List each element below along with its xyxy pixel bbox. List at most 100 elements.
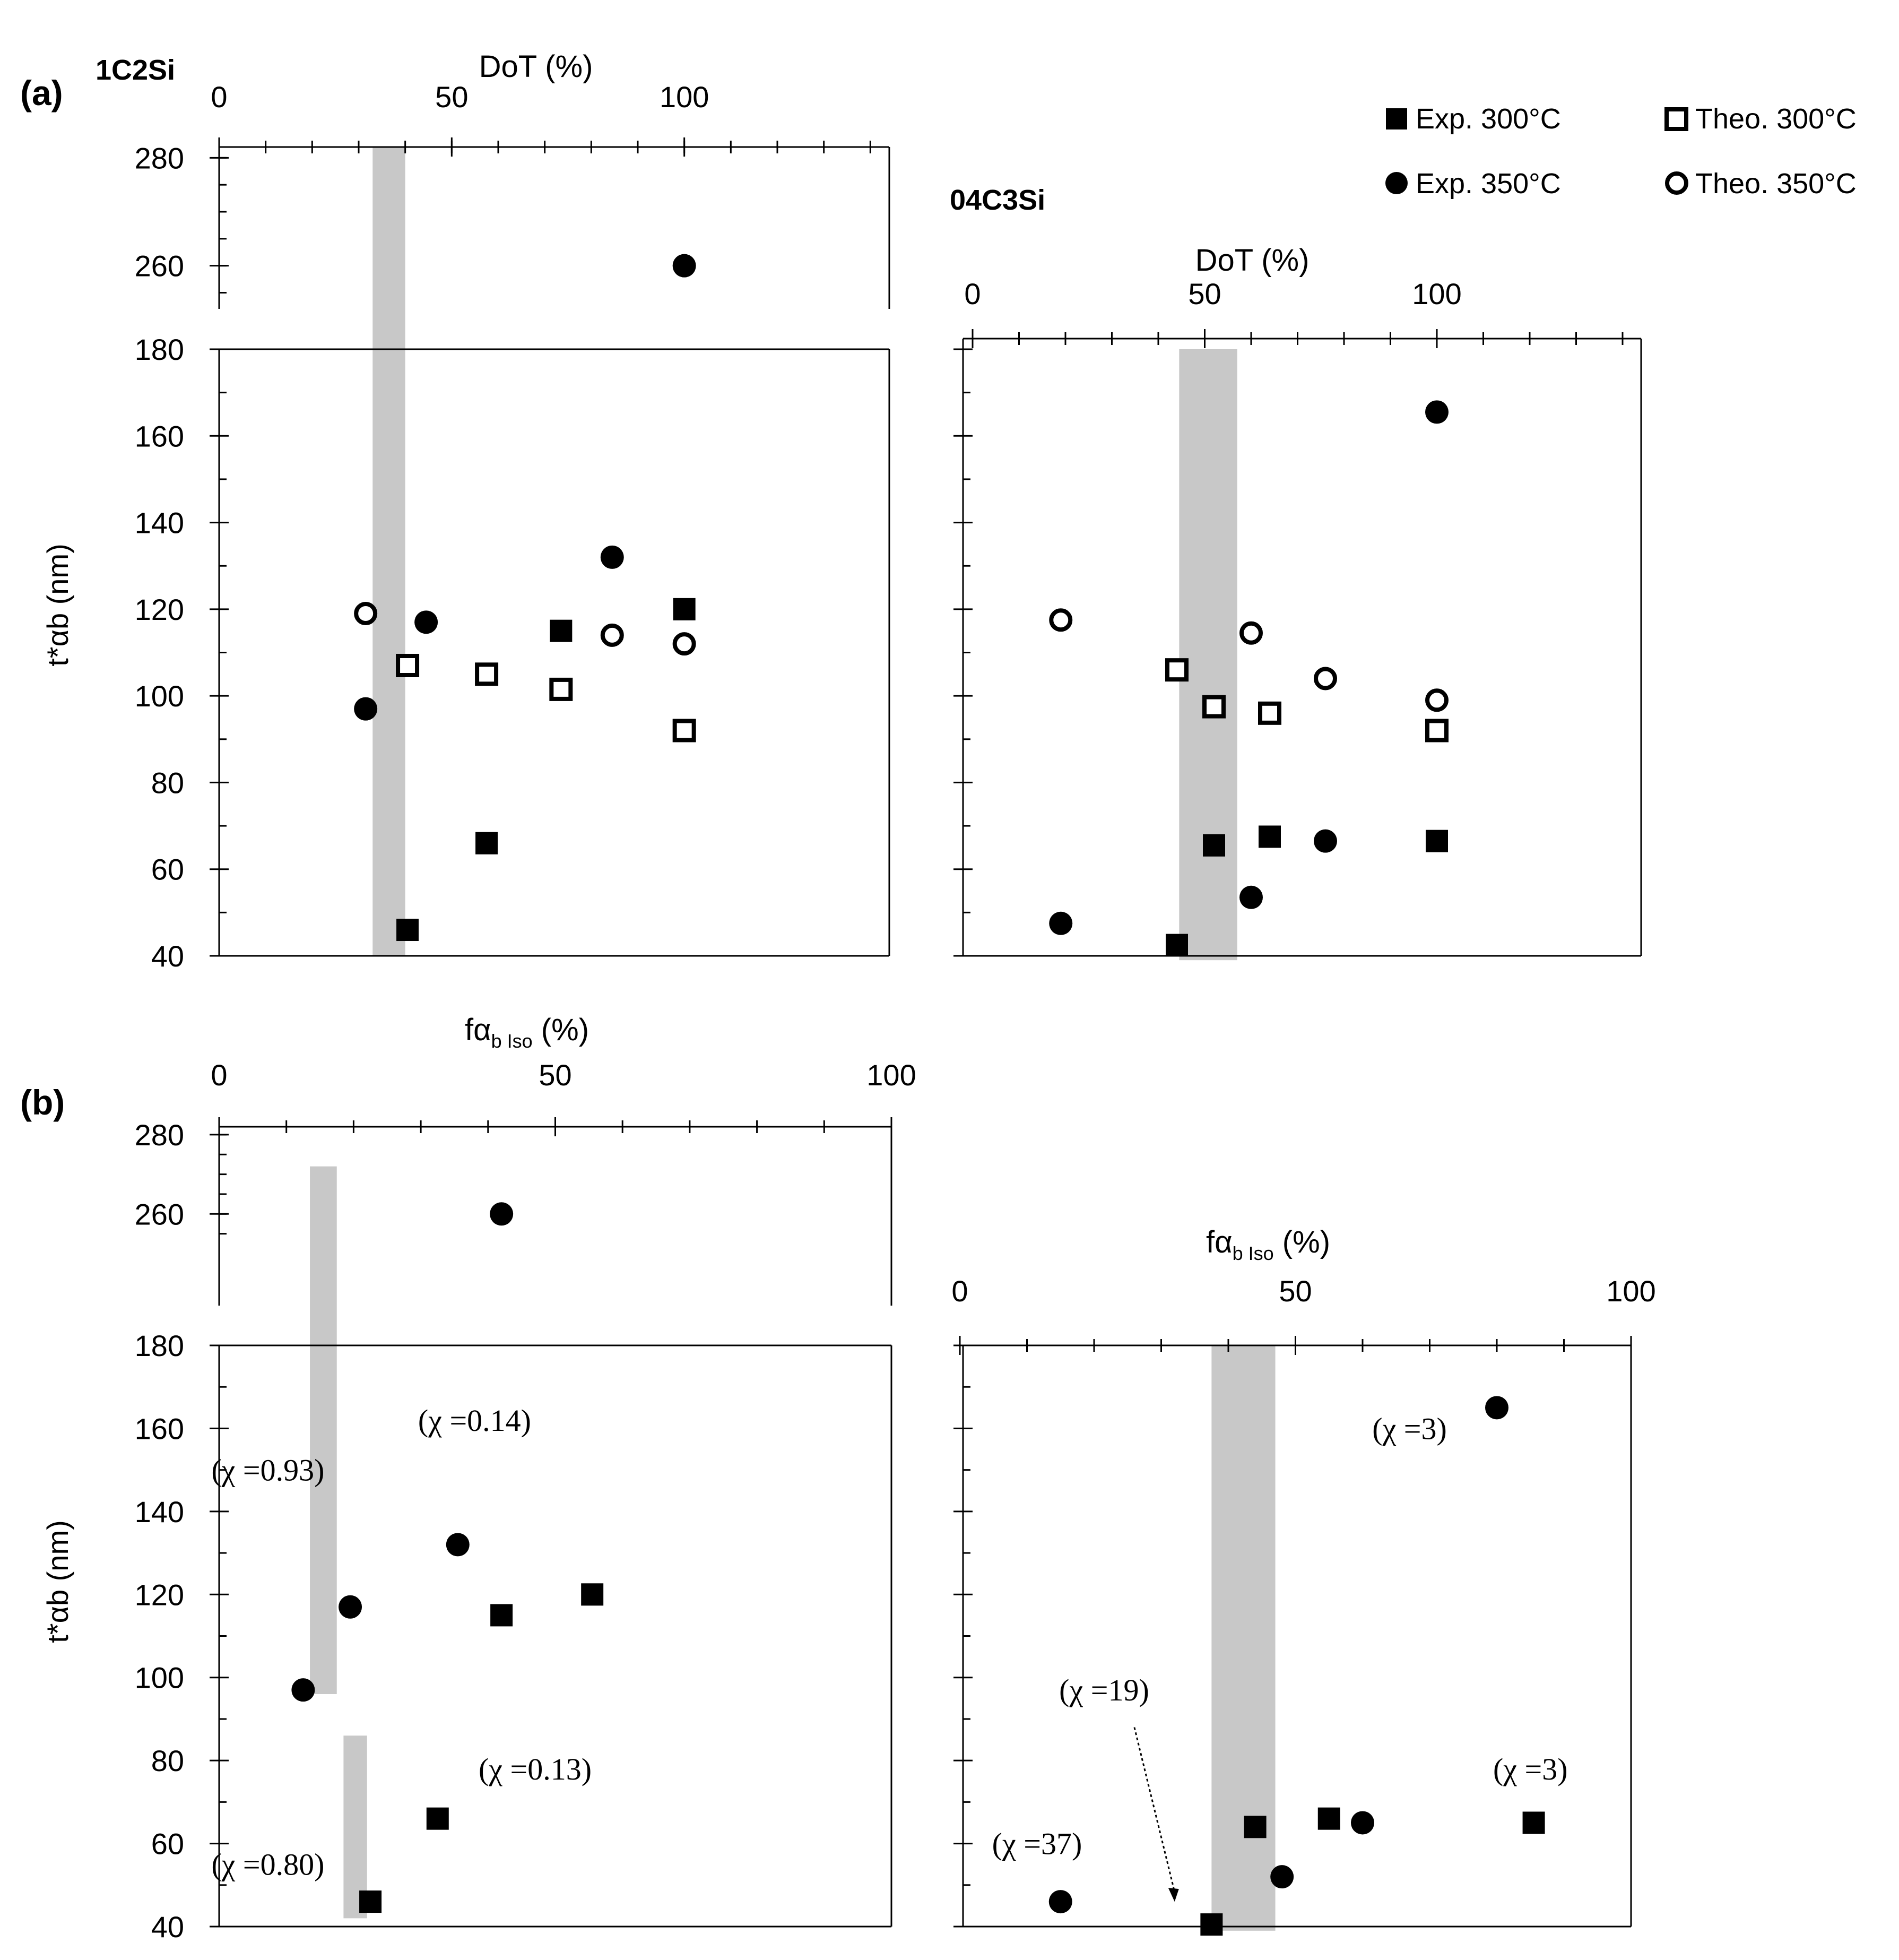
x-tick-label: 50 xyxy=(539,1058,571,1092)
data-point-exp-300 xyxy=(475,832,498,854)
x-tick-label: 0 xyxy=(964,277,981,310)
data-point-exp-350 xyxy=(1239,885,1263,909)
chi-annotation: (χ =37) xyxy=(992,1827,1082,1861)
highlight-band xyxy=(343,1735,367,1919)
data-point-theo-350 xyxy=(1239,621,1263,645)
chart-b-1c2si: 0 50 100 fαb Iso (%) 260 280 40 60 80 100 120 140 16… xyxy=(135,1013,916,1944)
data-point-exp-350 xyxy=(446,1533,470,1557)
data-point-exp-300 xyxy=(426,1807,449,1830)
y-tick-label: 120 xyxy=(135,593,184,626)
data-point-exp-350 xyxy=(672,254,696,278)
x-axis-title: DoT (%) xyxy=(479,49,593,84)
legend-marker-theo-300 xyxy=(1664,107,1688,131)
data-point-theo-300 xyxy=(1202,695,1226,719)
x-tick-label: 100 xyxy=(866,1058,916,1092)
data-point-exp-300 xyxy=(1203,834,1225,857)
sample-label-04c3si: 04C3Si xyxy=(950,184,1045,216)
x-tick-label: 50 xyxy=(1188,277,1221,310)
data-point-exp-350 xyxy=(490,1202,514,1226)
chi-annotation: (χ =19) xyxy=(1059,1673,1149,1707)
data-point-exp-350 xyxy=(1048,1890,1072,1914)
data-point-theo-300 xyxy=(672,719,696,742)
chi-annotation: (χ =3) xyxy=(1493,1752,1568,1786)
data-point-exp-350 xyxy=(1351,1811,1374,1835)
data-point-theo-350 xyxy=(600,623,624,647)
legend-marker-theo-350 xyxy=(1665,171,1688,195)
y-tick-label: 280 xyxy=(135,1118,184,1152)
chi-annotation: (χ =0.14) xyxy=(418,1403,531,1438)
chart-a-04c3si: 0 50 100 DoT (%) xyxy=(953,243,1642,961)
data-point-exp-300 xyxy=(1259,825,1281,848)
data-point-exp-300 xyxy=(581,1583,604,1606)
y-tick-label: 40 xyxy=(151,1910,184,1944)
data-point-exp-300 xyxy=(1426,830,1448,852)
chart-b-04c3si: 0 50 100 fαb Iso (%) (χ =3) (χ =19) (χ =3) (χ =… xyxy=(951,1225,1656,1936)
data-point-theo-350 xyxy=(672,632,696,656)
data-point-exp-300 xyxy=(1317,1807,1340,1830)
data-point-theo-300 xyxy=(549,677,573,701)
y-axis-title-b: t*αb (nm) xyxy=(41,1520,74,1643)
data-point-theo-300 xyxy=(1425,719,1449,742)
highlight-band xyxy=(372,147,405,956)
x-tick-label: 50 xyxy=(435,80,468,114)
data-point-exp-300 xyxy=(550,619,573,642)
y-axis-title-a: t*αb (nm) xyxy=(41,543,74,667)
data-point-theo-300 xyxy=(396,653,420,677)
y-tick-label: 100 xyxy=(135,679,184,713)
data-point-theo-300 xyxy=(1258,701,1281,725)
data-point-exp-300 xyxy=(1166,934,1188,956)
data-point-exp-350 xyxy=(1425,400,1449,424)
y-tick-label: 120 xyxy=(135,1578,184,1611)
legend-label-exp-300: Exp. 300°C xyxy=(1416,103,1561,135)
panel-label-b: (b) xyxy=(20,1083,65,1122)
highlight-band xyxy=(1211,1345,1276,1931)
legend-label-theo-300: Theo. 300°C xyxy=(1695,103,1857,135)
data-point-exp-350 xyxy=(600,545,624,569)
legend-label-theo-350: Theo. 350°C xyxy=(1695,168,1857,200)
y-tick-label: 80 xyxy=(151,1744,184,1777)
y-tick-label: 80 xyxy=(151,766,184,799)
data-point-theo-350 xyxy=(1314,667,1337,690)
x-axis-title: fαb Iso (%) xyxy=(1206,1225,1330,1264)
chi-annotation: (χ =0.80) xyxy=(211,1847,324,1882)
y-tick-label: 260 xyxy=(135,249,184,283)
y-tick-label: 260 xyxy=(135,1197,184,1231)
y-tick-label: 60 xyxy=(151,853,184,886)
data-point-exp-300 xyxy=(490,1604,513,1627)
data-point-exp-350 xyxy=(354,697,378,721)
data-point-exp-350 xyxy=(1049,911,1073,935)
y-tick-label: 180 xyxy=(135,1329,184,1362)
data-point-exp-300 xyxy=(673,598,696,620)
data-point-theo-350 xyxy=(354,602,378,626)
y-tick-label: 140 xyxy=(135,506,184,540)
chi-annotation: (χ =0.13) xyxy=(479,1752,592,1786)
y-tick-label: 160 xyxy=(135,1412,184,1445)
y-tick-label: 140 xyxy=(135,1495,184,1529)
x-axis-title: DoT (%) xyxy=(1195,243,1310,278)
x-tick-label: 50 xyxy=(1279,1274,1312,1308)
legend: Exp. 300°C Theo. 300°C Exp. 350°C Theo. … xyxy=(1385,103,1857,200)
x-tick-label: 100 xyxy=(1412,277,1461,310)
x-tick-label: 0 xyxy=(211,1058,227,1092)
legend-label-exp-350: Exp. 350°C xyxy=(1416,168,1561,200)
chart-a-1c2si: 0 50 100 DoT (%) 260 280 40 60 80 100 120 140 160 180 xyxy=(135,49,890,973)
annotation-arrow xyxy=(1133,1727,1176,1893)
y-tick-label: 280 xyxy=(135,141,184,175)
y-tick-label: 40 xyxy=(151,939,184,973)
data-point-exp-300 xyxy=(1200,1913,1223,1936)
legend-marker-exp-300 xyxy=(1386,108,1407,129)
data-point-exp-300 xyxy=(1522,1811,1545,1834)
legend-marker-exp-350 xyxy=(1385,172,1408,194)
data-point-exp-350 xyxy=(1314,829,1337,853)
y-tick-label: 100 xyxy=(135,1661,184,1695)
data-point-theo-300 xyxy=(475,662,499,686)
data-point-exp-350 xyxy=(291,1678,315,1702)
data-point-theo-350 xyxy=(1425,688,1449,712)
x-axis-title: fαb Iso (%) xyxy=(465,1013,589,1052)
y-tick-label: 60 xyxy=(151,1827,184,1861)
data-point-exp-350 xyxy=(1485,1396,1508,1420)
data-point-theo-300 xyxy=(1165,658,1189,682)
data-point-exp-350 xyxy=(1270,1865,1294,1889)
panel-label-a: (a) xyxy=(20,73,63,113)
